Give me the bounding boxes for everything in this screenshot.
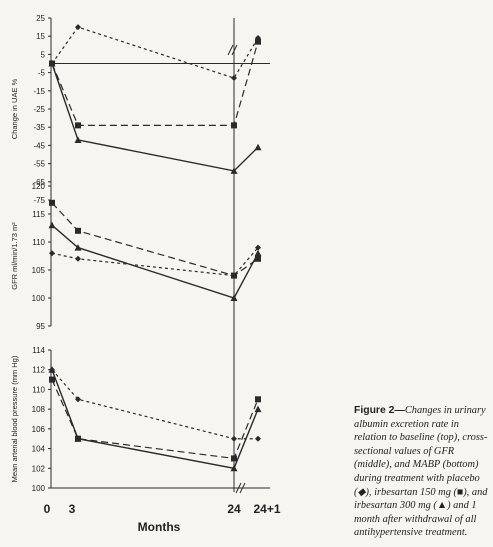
data-point-triangle: [74, 136, 82, 143]
data-point-triangle: [74, 244, 82, 251]
y-tick-label: 110: [32, 385, 45, 394]
figure-caption: Figure 2—Changes in urinary albumin excr…: [354, 404, 490, 540]
y-tick-label: 110: [32, 238, 45, 247]
y-tick-label: -65: [33, 178, 45, 187]
series-line-diamond: [51, 369, 258, 440]
data-point-square: [255, 38, 261, 45]
y-tick-label: 102: [32, 464, 46, 473]
y-tick-label: 104: [32, 445, 46, 454]
y-tick-label: 105: [32, 266, 46, 275]
data-point-diamond: [75, 396, 81, 403]
x-tick-label: 0: [44, 502, 51, 516]
data-point-triangle: [48, 221, 56, 229]
y-tick-label: 5: [41, 50, 46, 59]
y-axis-label: GFR ml/min/1.73 m²: [10, 222, 19, 290]
y-tick-label: 15: [36, 32, 45, 41]
data-point-square: [75, 122, 81, 129]
series-line-triangle: [51, 63, 259, 172]
series-line-diamond: [51, 247, 259, 277]
series-line-square: [51, 202, 259, 277]
y-tick-label: -35: [33, 123, 45, 132]
axis-break-mark: [227, 44, 234, 56]
y-axis-label: Mean arterial blood pressure (mm Hg): [10, 355, 19, 482]
series-line-triangle: [51, 224, 259, 299]
data-point-square: [75, 227, 81, 234]
y-tick-label: 106: [32, 425, 46, 434]
axis-break-mark: [235, 482, 242, 494]
data-point-triangle: [74, 435, 82, 442]
y-tick-label: 120: [32, 182, 46, 191]
data-point-square: [255, 396, 261, 403]
data-point-diamond: [75, 255, 81, 262]
panel-middle: 120 115 110 105 100 95 GFR ml/min/1.73 m²: [10, 182, 259, 331]
y-tick-label: -75: [33, 196, 45, 205]
y-tick-label: 108: [32, 405, 46, 414]
y-tick-label: 100: [32, 294, 46, 303]
panel-bottom: 114 112 110 108 106 104 102 100 Mean arterial bl…: [10, 346, 270, 494]
y-tick-label: 112: [32, 366, 45, 375]
data-point-diamond: [49, 250, 55, 257]
x-axis-label: Months: [138, 520, 181, 534]
y-tick-label: -45: [33, 141, 45, 150]
data-point-square: [255, 255, 261, 262]
y-tick-label: -55: [33, 160, 45, 169]
axis-break-mark: [231, 44, 238, 56]
y-tick-label: -5: [38, 69, 46, 78]
y-tick-label: 25: [36, 14, 45, 23]
data-point-diamond: [255, 435, 261, 442]
data-point-triangle: [254, 143, 262, 151]
caption-label: Figure 2—: [354, 405, 405, 416]
y-tick-label: 115: [32, 210, 45, 219]
x-tick-label: 24: [227, 502, 241, 516]
y-tick-label: 95: [36, 322, 45, 331]
x-tick-label: 24+1: [253, 502, 280, 516]
data-point-triangle: [254, 249, 262, 257]
x-tick-label: 3: [69, 502, 76, 516]
data-point-triangle: [254, 405, 262, 413]
axis-break-mark: [239, 482, 246, 494]
data-point-triangle: [48, 60, 56, 67]
y-tick-label: 100: [32, 484, 46, 493]
caption-text: Changes in urinary albumin excretion rat…: [354, 405, 488, 539]
y-tick-label: -25: [33, 105, 45, 114]
data-point-square: [49, 376, 55, 383]
data-point-triangle: [48, 366, 56, 373]
series-line-square: [51, 41, 259, 126]
y-tick-label: -15: [33, 87, 45, 96]
data-point-diamond: [75, 24, 81, 31]
panel-top: 25 15 5 -5 -15 -25 -35 -45 -55 -65 -75 Change in UA…: [10, 14, 270, 205]
series-line-triangle: [51, 369, 259, 470]
series-line-diamond: [51, 26, 259, 79]
data-point-diamond: [255, 244, 261, 251]
data-point-square: [49, 199, 55, 206]
y-tick-label: 114: [32, 346, 45, 355]
y-axis-label: Change in UAE %: [10, 78, 19, 139]
series-line-square: [51, 379, 259, 460]
